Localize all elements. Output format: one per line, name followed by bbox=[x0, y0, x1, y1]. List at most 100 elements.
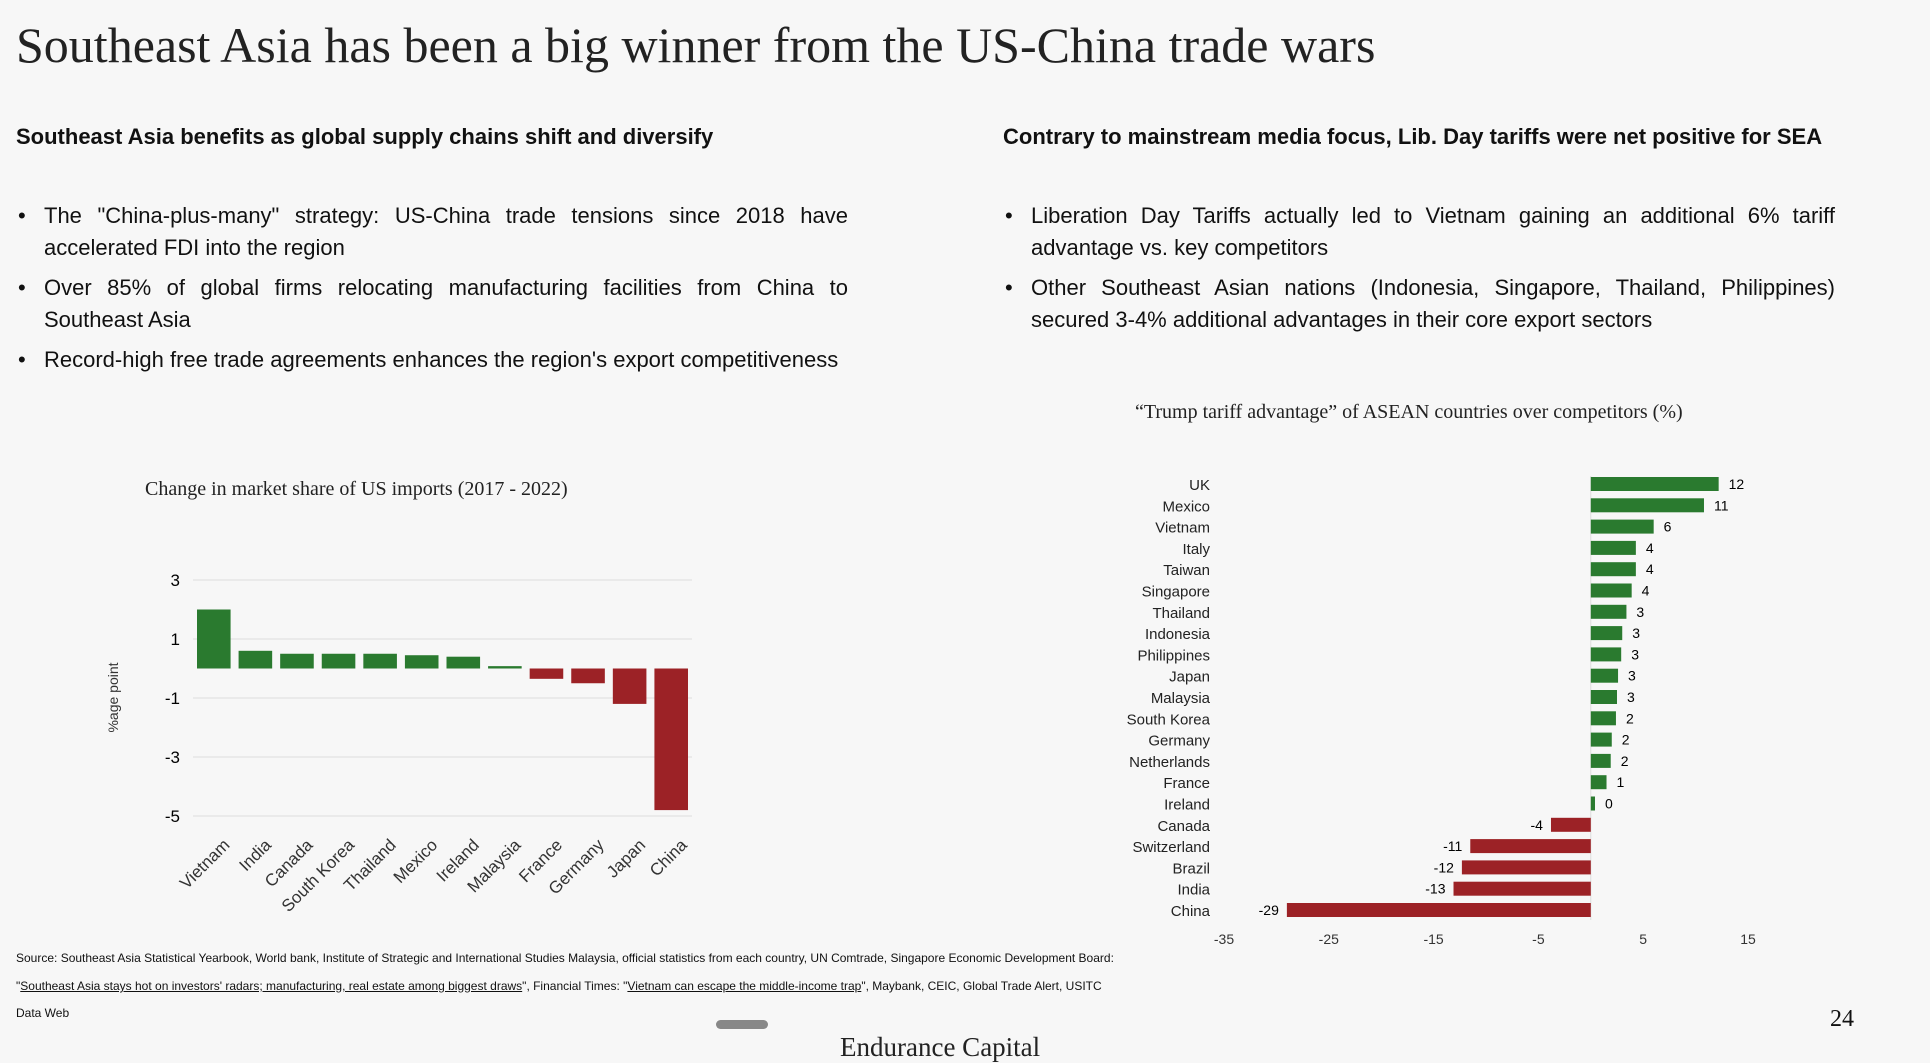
bar-vietnam bbox=[1590, 519, 1654, 534]
x-tick-label: -25 bbox=[1319, 931, 1339, 947]
y-tick-label: South Korea bbox=[1127, 711, 1211, 728]
data-label: 3 bbox=[1628, 668, 1636, 684]
bar-italy bbox=[1590, 540, 1636, 555]
data-label: 4 bbox=[1646, 540, 1654, 556]
bar-ireland bbox=[446, 656, 481, 669]
source-line-2: "Southeast Asia stays hot on investors' … bbox=[16, 979, 1102, 993]
data-label: 3 bbox=[1632, 625, 1640, 641]
bar-china bbox=[1286, 903, 1591, 917]
x-tick-label: Vietnam bbox=[176, 835, 233, 892]
y-tick-label: China bbox=[1171, 903, 1211, 920]
bar-brazil bbox=[1461, 860, 1591, 875]
bar-south-korea bbox=[321, 653, 356, 669]
data-label: 3 bbox=[1627, 689, 1635, 705]
bar-malaysia bbox=[1590, 690, 1617, 704]
y-tick-label: Brazil bbox=[1172, 860, 1210, 877]
x-tick-label: 15 bbox=[1740, 931, 1756, 947]
bullet: Over 85% of global firms relocating manu… bbox=[16, 272, 848, 336]
y-tick-label: Thailand bbox=[1152, 605, 1210, 622]
bar-japan bbox=[1590, 668, 1619, 683]
x-tick-label: Japan bbox=[603, 835, 649, 881]
y-tick-label: Japan bbox=[1169, 669, 1210, 686]
data-label: 11 bbox=[1714, 497, 1729, 513]
right-bullets: Liberation Day Tariffs actually led to V… bbox=[1003, 200, 1835, 344]
source-text: , Financial Times: bbox=[526, 979, 624, 993]
x-tick-label: Mexico bbox=[390, 835, 442, 887]
bar-taiwan bbox=[1590, 562, 1636, 577]
y-axis-label: %age point bbox=[105, 662, 121, 732]
left-bullets: The "China-plus-many" strategy: US-China… bbox=[16, 200, 848, 384]
y-tick-label: India bbox=[1177, 882, 1210, 899]
data-label: 2 bbox=[1626, 710, 1634, 726]
right-chart-title: “Trump tariff advantage” of ASEAN countr… bbox=[1135, 401, 1683, 423]
bar-vietnam bbox=[197, 609, 231, 669]
y-tick-label: Taiwan bbox=[1163, 562, 1210, 579]
y-tick-label: 3 bbox=[171, 571, 180, 590]
data-label: -4 bbox=[1531, 817, 1544, 833]
data-label: 2 bbox=[1622, 732, 1630, 748]
x-tick-label: -15 bbox=[1423, 931, 1443, 947]
bar-india bbox=[1453, 881, 1591, 896]
y-tick-label: UK bbox=[1189, 477, 1210, 494]
y-tick-label: Ireland bbox=[1164, 797, 1210, 814]
y-tick-label: Netherlands bbox=[1129, 754, 1210, 771]
bar-netherlands bbox=[1590, 753, 1611, 768]
scrollbar-handle[interactable] bbox=[716, 1020, 768, 1029]
bullet: Other Southeast Asian nations (Indonesia… bbox=[1003, 272, 1835, 336]
bar-germany bbox=[571, 668, 605, 684]
data-label: 3 bbox=[1636, 604, 1644, 620]
y-tick-label: France bbox=[1163, 775, 1210, 792]
source-link-2[interactable]: Vietnam can escape the middle-income tra… bbox=[627, 979, 862, 993]
bar-japan bbox=[612, 668, 647, 704]
data-label: -29 bbox=[1259, 902, 1279, 918]
data-label: -12 bbox=[1434, 859, 1454, 875]
y-tick-label: -3 bbox=[165, 748, 180, 767]
left-heading: Southeast Asia benefits as global supply… bbox=[16, 124, 714, 149]
data-label: 1 bbox=[1617, 774, 1625, 790]
data-label: 6 bbox=[1664, 519, 1672, 535]
bullet: Record-high free trade agreements enhanc… bbox=[16, 344, 848, 376]
y-tick-label: Germany bbox=[1148, 733, 1210, 750]
y-tick-label: -1 bbox=[165, 689, 180, 708]
bar-france bbox=[529, 668, 564, 679]
x-tick-label: -35 bbox=[1214, 931, 1234, 947]
bar-china bbox=[654, 668, 688, 811]
bar-thailand bbox=[363, 653, 397, 669]
bar-ireland bbox=[1590, 796, 1595, 811]
bar-singapore bbox=[1590, 583, 1632, 598]
y-tick-label: -5 bbox=[165, 807, 180, 826]
y-tick-label: Canada bbox=[1157, 818, 1210, 835]
y-tick-label: Singapore bbox=[1142, 584, 1210, 601]
bar-france bbox=[1590, 775, 1607, 790]
data-label: 3 bbox=[1631, 646, 1639, 662]
bar-uk bbox=[1590, 477, 1719, 491]
source-text: , Maybank, CEIC, Global Trade Alert, USI… bbox=[865, 979, 1102, 993]
source-link-1[interactable]: Southeast Asia stays hot on investors' r… bbox=[20, 979, 523, 993]
left-chart-title: Change in market share of US imports (20… bbox=[145, 478, 568, 500]
bar-malaysia bbox=[488, 666, 522, 669]
data-label: 12 bbox=[1729, 476, 1745, 492]
page-number: 24 bbox=[1830, 1006, 1854, 1032]
source-line-3: Data Web bbox=[16, 1006, 70, 1020]
y-tick-label: 1 bbox=[171, 630, 180, 649]
y-tick-label: Italy bbox=[1182, 541, 1210, 558]
y-tick-label: Philippines bbox=[1137, 647, 1210, 664]
bar-south-korea bbox=[1590, 711, 1616, 726]
x-tick-label: 5 bbox=[1639, 931, 1647, 947]
bar-switzerland bbox=[1470, 839, 1591, 854]
bullet: The "China-plus-many" strategy: US-China… bbox=[16, 200, 848, 264]
x-tick-label: -5 bbox=[1532, 931, 1545, 947]
y-tick-label: Vietnam bbox=[1155, 520, 1210, 537]
data-label: 4 bbox=[1646, 561, 1654, 577]
y-tick-label: Indonesia bbox=[1145, 626, 1211, 643]
y-tick-label: Switzerland bbox=[1132, 839, 1210, 856]
y-tick-label: Malaysia bbox=[1151, 690, 1211, 707]
bar-thailand bbox=[1590, 604, 1627, 619]
data-label: 2 bbox=[1621, 753, 1629, 769]
data-label: 0 bbox=[1605, 796, 1613, 812]
slide-title: Southeast Asia has been a big winner fro… bbox=[16, 17, 1376, 73]
y-tick-label: Mexico bbox=[1162, 498, 1210, 515]
data-label: -11 bbox=[1443, 838, 1462, 854]
right-heading: Contrary to mainstream media focus, Lib.… bbox=[1003, 124, 1823, 149]
